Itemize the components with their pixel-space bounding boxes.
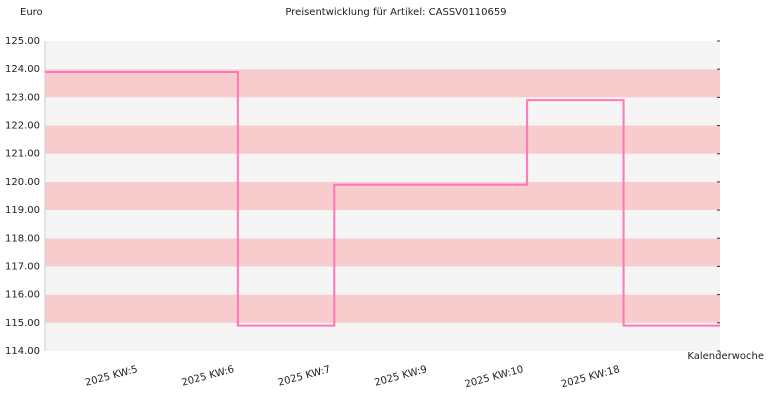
y-tick-label: 120.00 — [5, 177, 40, 188]
y-tick-label: 123.00 — [5, 92, 40, 103]
x-tick-label: 2025 KW:9 — [373, 364, 428, 389]
y-tick-label: 119.00 — [5, 205, 40, 216]
chart-title: Preisentwicklung für Artikel: CASSV01106… — [285, 7, 506, 18]
x-tick-label: 2025 KW:7 — [277, 364, 332, 389]
band — [45, 294, 720, 323]
x-tick-label: 2025 KW:5 — [84, 364, 139, 389]
price-line — [45, 71, 720, 327]
band — [45, 153, 720, 182]
band — [45, 125, 720, 154]
y-tick-label: 124.00 — [5, 64, 40, 75]
band — [45, 210, 720, 239]
y-tick-label: 118.00 — [5, 233, 40, 244]
y-tick-label: 117.00 — [5, 261, 40, 272]
x-tick-label: 2025 KW:10 — [464, 364, 525, 390]
y-tick-label: 116.00 — [5, 290, 40, 301]
x-axis-label: Kalenderwoche — [687, 351, 764, 362]
x-tick-label: 2025 KW:6 — [181, 364, 236, 389]
band — [45, 41, 720, 70]
y-tick-label: 114.00 — [5, 346, 40, 357]
band — [45, 238, 720, 267]
band — [45, 266, 720, 295]
y-axis-label: Euro — [20, 7, 43, 18]
band — [45, 97, 720, 126]
band — [45, 322, 720, 351]
y-tick-label: 115.00 — [5, 318, 40, 329]
y-tick-label: 125.00 — [5, 36, 40, 47]
y-tick-label: 121.00 — [5, 149, 40, 160]
y-tick-label: 122.00 — [5, 121, 40, 132]
x-tick-label: 2025 KW:18 — [560, 364, 621, 390]
band — [45, 181, 720, 211]
band — [45, 69, 720, 98]
